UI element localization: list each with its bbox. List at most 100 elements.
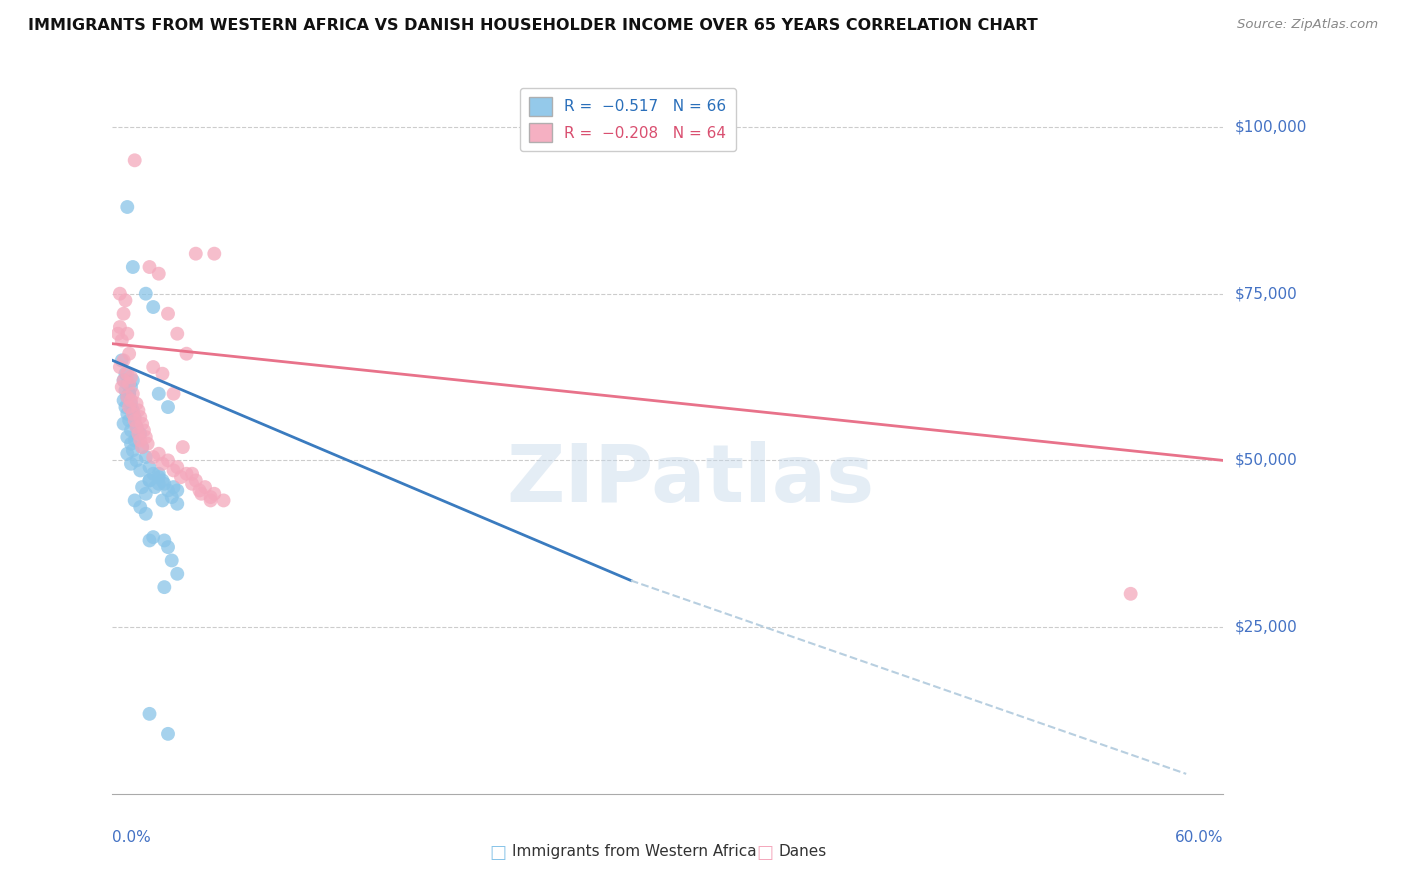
- Text: 60.0%: 60.0%: [1175, 830, 1223, 845]
- Text: □: □: [489, 844, 506, 862]
- Point: [172, 440, 194, 454]
- Point: [138, 533, 160, 548]
- Point: [125, 453, 148, 467]
- Point: [127, 403, 149, 417]
- Point: [138, 460, 160, 475]
- Point: [152, 493, 174, 508]
- Point: [121, 403, 143, 417]
- Point: [1119, 587, 1142, 601]
- Point: [190, 487, 212, 501]
- Point: [157, 483, 180, 498]
- Text: □: □: [756, 844, 773, 862]
- Point: [112, 353, 135, 368]
- Point: [124, 493, 146, 508]
- Point: [160, 490, 183, 504]
- Point: [129, 410, 152, 425]
- Point: [127, 426, 149, 441]
- Point: [184, 246, 207, 260]
- Point: [135, 487, 157, 501]
- Point: [136, 436, 159, 450]
- Text: $25,000: $25,000: [1234, 620, 1298, 634]
- Text: $100,000: $100,000: [1234, 120, 1306, 135]
- Point: [112, 307, 135, 321]
- Point: [120, 436, 142, 450]
- Point: [157, 540, 180, 554]
- Point: [131, 440, 153, 454]
- Point: [129, 434, 152, 448]
- Point: [152, 474, 174, 488]
- Point: [129, 426, 152, 441]
- Point: [138, 706, 160, 721]
- Point: [117, 430, 139, 444]
- Point: [117, 407, 139, 421]
- Point: [117, 367, 139, 381]
- Point: [125, 420, 148, 434]
- Legend: R =  −0.517   N = 66, R =  −0.208   N = 64: R = −0.517 N = 66, R = −0.208 N = 64: [520, 88, 735, 151]
- Point: [108, 286, 131, 301]
- Point: [152, 457, 174, 471]
- Point: [124, 153, 146, 168]
- Text: $50,000: $50,000: [1234, 453, 1298, 468]
- Point: [121, 386, 143, 401]
- Point: [162, 480, 184, 494]
- Point: [121, 443, 143, 458]
- Point: [114, 384, 136, 398]
- Point: [120, 457, 142, 471]
- Point: [200, 493, 222, 508]
- Point: [120, 393, 142, 408]
- Point: [131, 480, 153, 494]
- Point: [148, 267, 170, 281]
- Point: [142, 467, 165, 481]
- Point: [181, 467, 204, 481]
- Point: [125, 420, 148, 434]
- Point: [121, 260, 143, 274]
- Point: [157, 400, 180, 414]
- Point: [153, 580, 176, 594]
- Point: [108, 320, 131, 334]
- Point: [166, 497, 188, 511]
- Point: [112, 373, 135, 387]
- Point: [118, 413, 141, 427]
- Point: [188, 483, 211, 498]
- Point: [117, 390, 139, 404]
- Text: Source: ZipAtlas.com: Source: ZipAtlas.com: [1237, 18, 1378, 31]
- Point: [112, 393, 135, 408]
- Text: 0.0%: 0.0%: [112, 830, 152, 845]
- Point: [107, 326, 129, 341]
- Point: [138, 260, 160, 274]
- Point: [129, 463, 152, 477]
- Point: [162, 386, 184, 401]
- Point: [118, 386, 141, 401]
- Point: [135, 507, 157, 521]
- Point: [148, 386, 170, 401]
- Point: [112, 373, 135, 387]
- Point: [143, 480, 166, 494]
- Point: [118, 386, 141, 401]
- Text: Immigrants from Western Africa: Immigrants from Western Africa: [512, 844, 756, 859]
- Point: [202, 246, 225, 260]
- Point: [157, 727, 180, 741]
- Point: [184, 474, 207, 488]
- Text: ZIPatlas: ZIPatlas: [506, 441, 875, 519]
- Point: [166, 566, 188, 581]
- Point: [142, 300, 165, 314]
- Point: [170, 470, 193, 484]
- Text: IMMIGRANTS FROM WESTERN AFRICA VS DANISH HOUSEHOLDER INCOME OVER 65 YEARS CORREL: IMMIGRANTS FROM WESTERN AFRICA VS DANISH…: [28, 18, 1038, 33]
- Point: [114, 367, 136, 381]
- Point: [176, 347, 198, 361]
- Point: [142, 450, 165, 464]
- Point: [160, 553, 183, 567]
- Point: [152, 367, 174, 381]
- Point: [120, 424, 142, 438]
- Point: [202, 487, 225, 501]
- Point: [142, 530, 165, 544]
- Point: [148, 470, 170, 484]
- Point: [112, 417, 135, 431]
- Point: [166, 460, 188, 475]
- Point: [120, 397, 142, 411]
- Point: [117, 326, 139, 341]
- Point: [135, 430, 157, 444]
- Point: [135, 286, 157, 301]
- Point: [120, 370, 142, 384]
- Point: [125, 397, 148, 411]
